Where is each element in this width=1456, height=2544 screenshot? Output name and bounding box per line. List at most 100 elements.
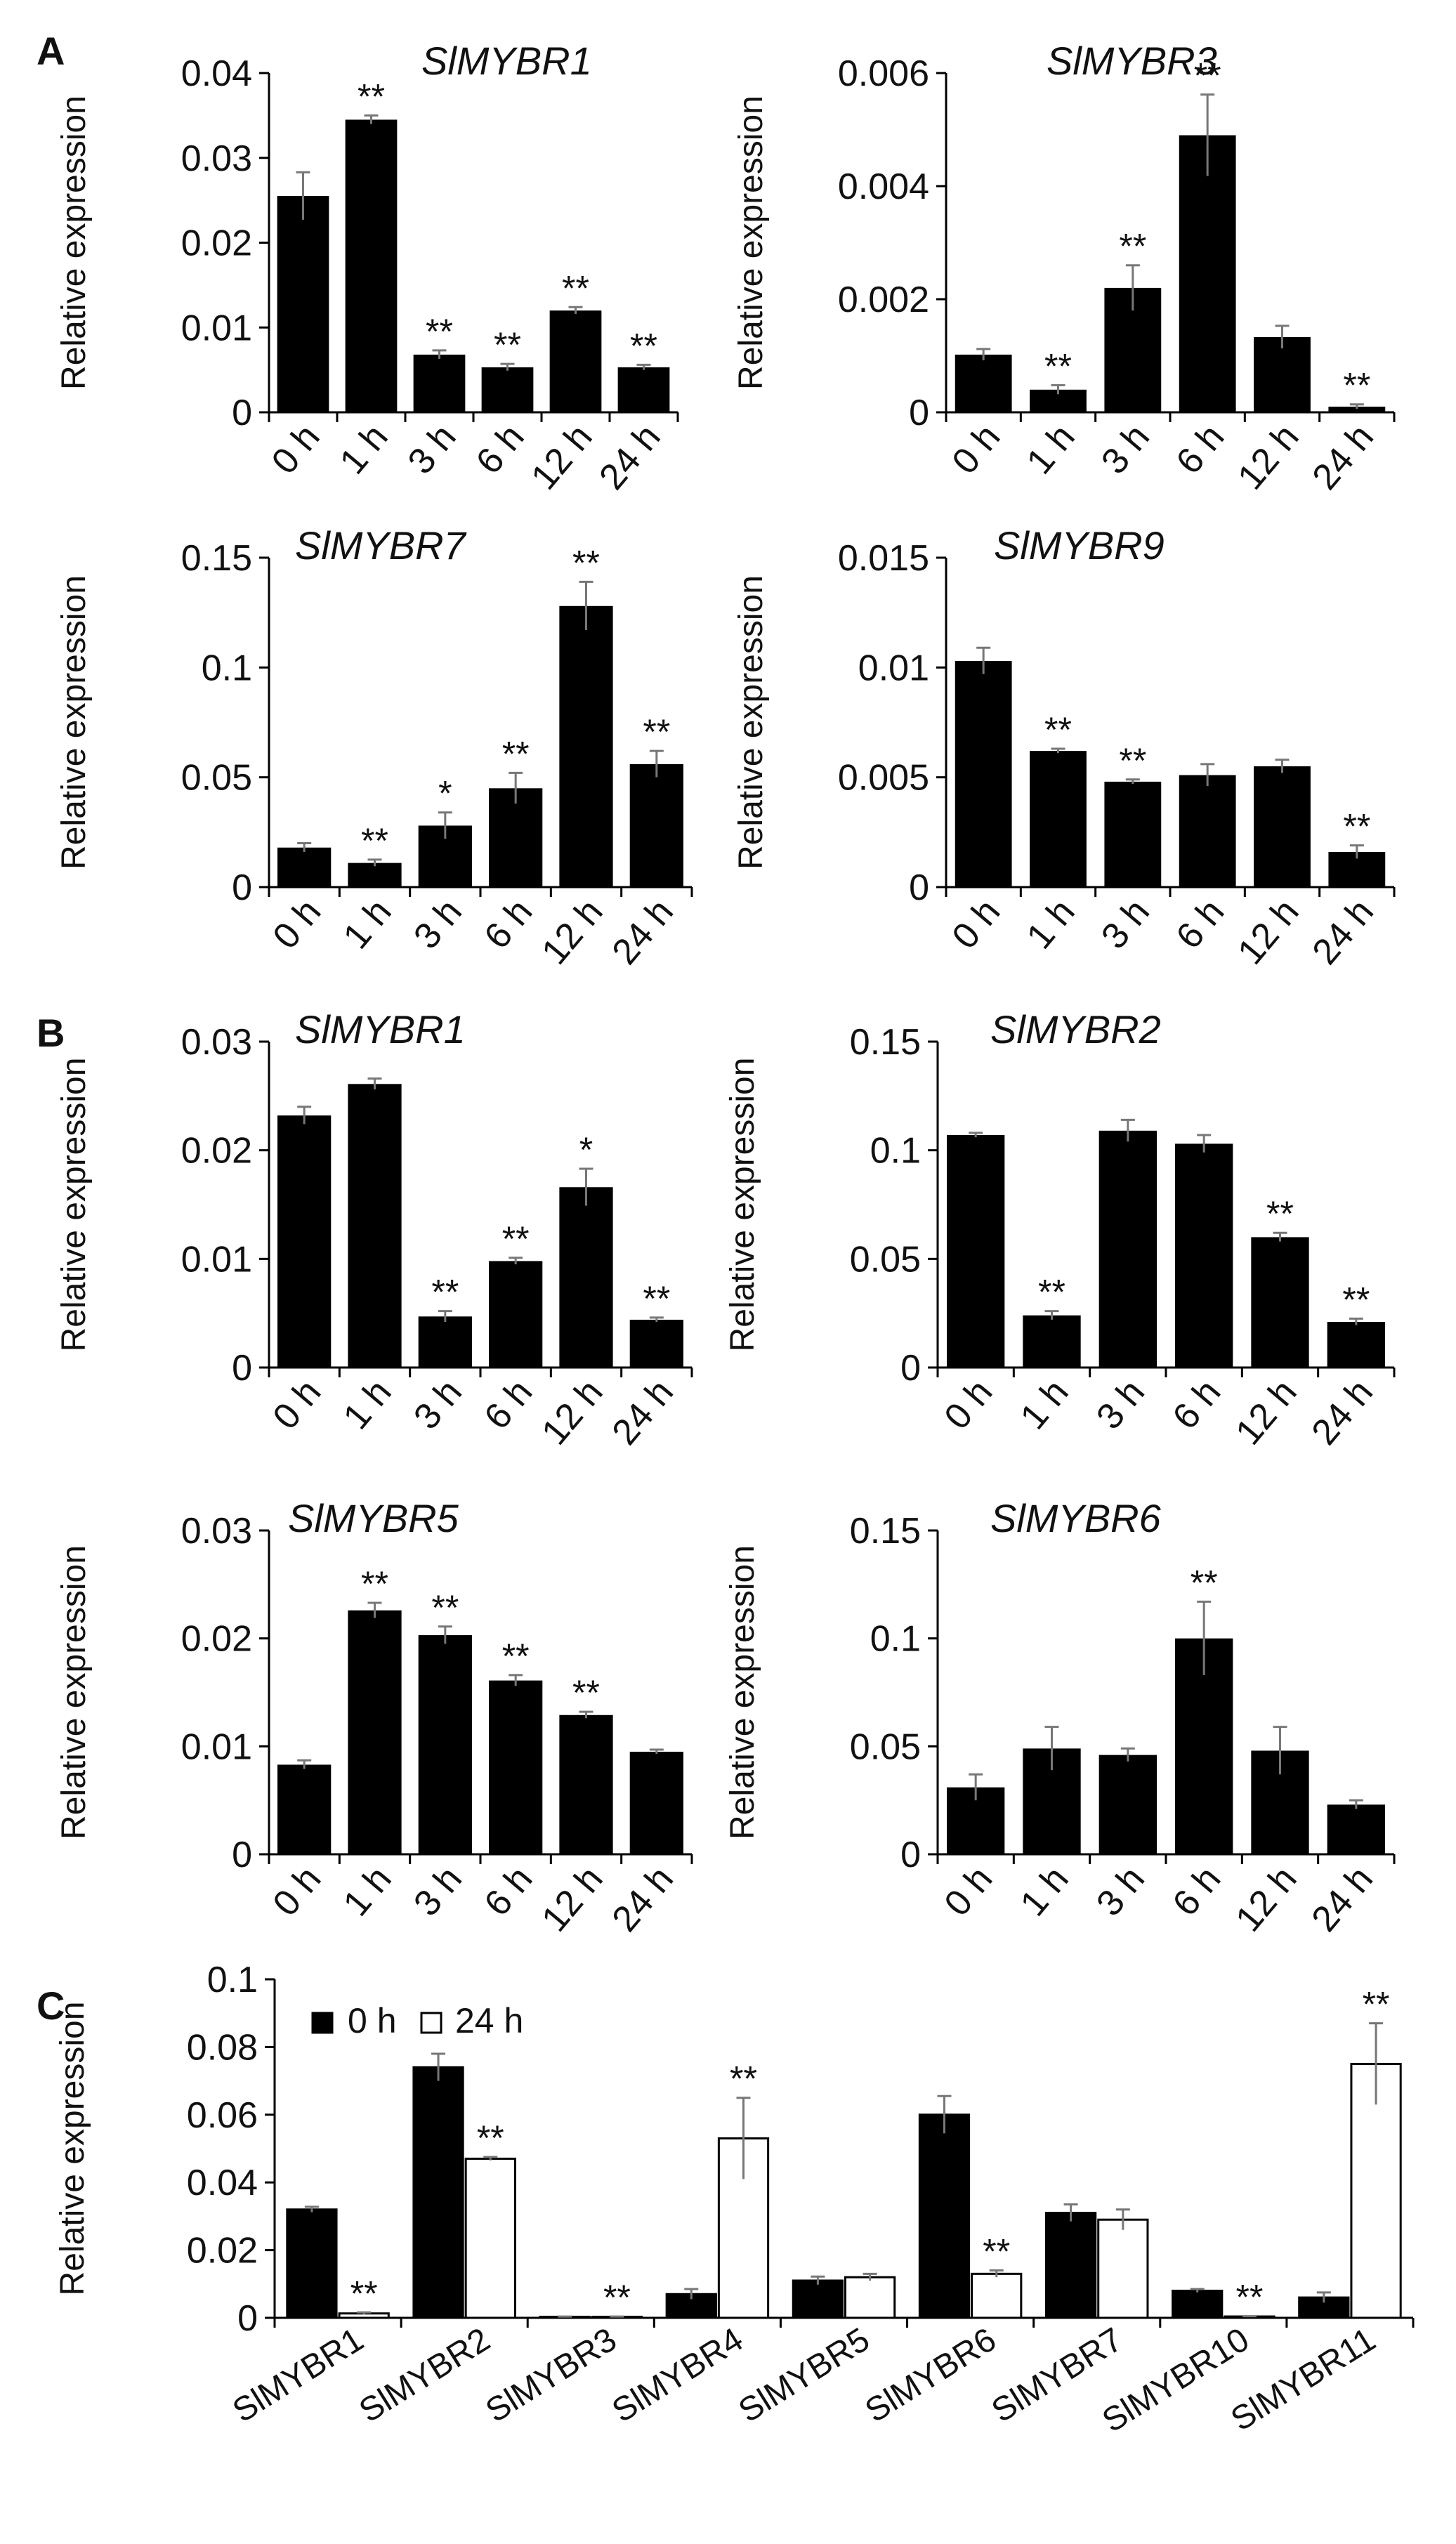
y-tick-label: 0.02	[181, 223, 252, 264]
x-tick-label: 6 h	[1165, 1372, 1228, 1437]
bar	[559, 605, 613, 887]
bar	[955, 354, 1012, 412]
bar	[617, 367, 670, 412]
x-tick-label: 12 h	[1230, 891, 1306, 972]
x-tick-label: 24 h	[591, 417, 668, 497]
significance-mark: **	[431, 1588, 459, 1627]
significance-mark: **	[1266, 1194, 1294, 1233]
chart-title: SlMYBR7	[295, 523, 467, 568]
x-tick-label: SlMYBR11	[1225, 2321, 1382, 2438]
chart-9: Relative expression 0 0.02 0.04 0.06 0.08 0.1 *…	[54, 1960, 1415, 2440]
significance-mark: **	[1235, 2278, 1263, 2317]
bar	[489, 788, 543, 887]
x-tick-label: 6 h	[476, 891, 540, 957]
bar	[412, 2066, 464, 2319]
bar	[1044, 2212, 1097, 2319]
significance-mark: **	[1343, 366, 1370, 405]
x-tick-label: SlMYBR6	[859, 2321, 1003, 2430]
bar	[1254, 336, 1311, 412]
bar	[418, 1316, 472, 1368]
significance-mark: **	[502, 1219, 530, 1259]
x-tick-label: 6 h	[476, 1858, 540, 1924]
x-tick-label: 3 h	[400, 417, 464, 482]
x-tick-label: 6 h	[1168, 417, 1232, 482]
x-tick-label: 1 h	[336, 891, 400, 957]
bar	[464, 2157, 516, 2319]
x-tick-label: 1 h	[336, 1858, 400, 1924]
x-tick-label: 0 h	[944, 417, 1008, 482]
x-tick-label: 24 h	[605, 1858, 681, 1939]
bar	[792, 2279, 844, 2319]
legend-swatch-0h	[311, 2012, 334, 2034]
significance-mark: **	[603, 2278, 631, 2317]
bar	[277, 1764, 332, 1854]
x-tick-label: 12 h	[523, 417, 600, 497]
x-tick-label: 3 h	[406, 1372, 470, 1437]
chart-2: SlMYBR3 Relative expression 0 0.002 0.004 0.0…	[733, 39, 1396, 497]
legend-label-24h: 24 h	[455, 2001, 523, 2040]
significance-mark: **	[572, 1673, 600, 1712]
y-tick-label: 0.01	[181, 1239, 252, 1280]
x-tick-label: 6 h	[468, 417, 532, 482]
bar	[1104, 781, 1162, 887]
x-tick-label: 1 h	[1013, 1858, 1077, 1924]
y-tick-label: 0.01	[181, 1726, 252, 1767]
x-tick-label: 6 h	[476, 1372, 540, 1437]
y-axis-label: Relative expression	[55, 575, 93, 870]
y-axis-label: Relative expression	[55, 1058, 93, 1352]
significance-mark: **	[1363, 1985, 1390, 2024]
significance-mark: **	[1119, 227, 1146, 266]
chart-title: SlMYBR6	[990, 1496, 1162, 1540]
y-tick-label: 0.15	[850, 1511, 921, 1552]
bar	[947, 1135, 1005, 1368]
y-tick-label: 0	[232, 867, 252, 908]
significance-mark: **	[1342, 1280, 1370, 1319]
significance-mark: **	[1343, 807, 1370, 846]
bar	[277, 1115, 332, 1368]
x-tick-label: 3 h	[406, 891, 470, 957]
y-tick-label: 0.05	[850, 1239, 921, 1280]
bar	[1172, 2289, 1224, 2319]
bar	[955, 660, 1012, 887]
y-tick-label: 0	[232, 1835, 252, 1875]
significance-mark: *	[438, 774, 452, 813]
x-tick-label: 12 h	[1228, 1372, 1304, 1453]
x-tick-label: 1 h	[1019, 891, 1083, 957]
x-tick-label: 1 h	[336, 1372, 400, 1437]
bar	[489, 1261, 543, 1368]
x-tick-label: 24 h	[1304, 1858, 1381, 1939]
x-tick-label: 3 h	[1089, 1372, 1153, 1437]
x-tick-label: 3 h	[1094, 417, 1157, 482]
chart-title: SlMYBR5	[288, 1496, 459, 1540]
bar	[629, 763, 683, 887]
bar	[489, 1680, 543, 1854]
chart-7: SlMYBR5 Relative expression 0 0.01 0.02 0.03 0…	[55, 1496, 693, 1939]
x-tick-label: 6 h	[1165, 1858, 1228, 1924]
bar	[1327, 1322, 1385, 1368]
bar	[1251, 1237, 1309, 1368]
y-tick-label: 0.03	[181, 1022, 252, 1063]
bar	[481, 367, 534, 412]
bar	[1097, 2218, 1149, 2319]
y-tick-label: 0	[900, 1835, 921, 1875]
bar	[1098, 1755, 1157, 1854]
x-tick-label: 3 h	[406, 1858, 470, 1924]
y-tick-label: 0.004	[838, 166, 929, 207]
chart-title: SlMYBR1	[421, 39, 592, 83]
y-tick-label: 0	[909, 393, 929, 433]
x-tick-label: 12 h	[534, 1372, 610, 1453]
significance-mark: **	[1119, 741, 1146, 780]
y-tick-label: 0.005	[838, 758, 929, 799]
y-tick-label: 0.02	[187, 2231, 258, 2271]
chart-5: SlMYBR1 Relative expression 0 0.01 0.02 0.03 0…	[55, 1007, 693, 1453]
chart-4: SlMYBR9 Relative expression 0 0.005 0.01 0.01…	[733, 523, 1396, 972]
y-tick-label: 0.1	[202, 648, 252, 688]
y-tick-label: 0.05	[181, 758, 252, 799]
panel-label-a: A	[37, 29, 65, 73]
y-tick-label: 0.08	[187, 2027, 258, 2068]
bar	[348, 1610, 402, 1854]
significance-mark: **	[494, 325, 521, 365]
x-tick-label: 3 h	[1094, 891, 1157, 957]
y-tick-label: 0	[909, 867, 929, 908]
bar	[1175, 1143, 1233, 1368]
